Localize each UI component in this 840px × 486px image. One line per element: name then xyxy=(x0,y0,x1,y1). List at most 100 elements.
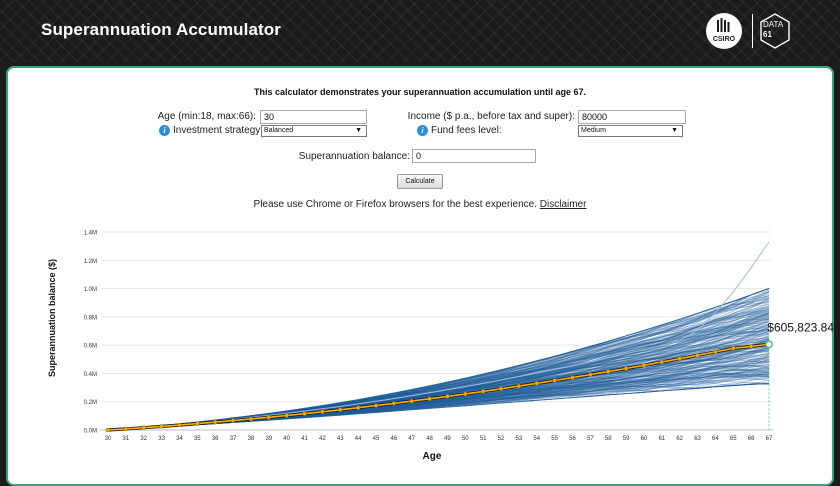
simulation-path xyxy=(107,295,770,431)
fees-label: Fund fees level: xyxy=(431,125,502,136)
x-tick-label: 64 xyxy=(712,436,719,442)
caret-down-icon: ▼ xyxy=(671,127,678,134)
calculator-card xyxy=(6,66,834,486)
y-axis-title: Superannuation balance ($) xyxy=(47,259,57,377)
y-tick-label: 0.0M xyxy=(84,429,97,435)
x-tick-label: 31 xyxy=(123,436,130,442)
simulation-path xyxy=(107,293,770,431)
simulation-path xyxy=(107,294,770,431)
x-tick-label: 38 xyxy=(248,436,255,442)
x-tick-label: 40 xyxy=(283,436,290,442)
x-tick-label: 42 xyxy=(319,436,326,442)
simulation-path xyxy=(107,298,770,431)
simulation-path xyxy=(107,288,770,431)
median-point xyxy=(338,407,343,412)
median-point xyxy=(302,411,307,416)
median-point xyxy=(677,356,682,361)
disclaimer-link[interactable]: Disclaimer xyxy=(539,199,587,210)
x-axis-ticks: 30 31 32 33 34 35 36 37 38 39 40 41 42 43 44 45 46 47 48 49… xyxy=(105,436,773,442)
income-input[interactable]: 80000 xyxy=(578,110,686,124)
simulation-path xyxy=(107,291,770,431)
csiro-logo-text: CSIRO xyxy=(713,36,736,43)
app-header: Superannuation Accumulator CSIRO DATA 61 xyxy=(0,0,840,62)
simulation-path xyxy=(107,307,770,431)
simulation-path xyxy=(107,291,770,431)
median-points xyxy=(105,344,754,433)
simulation-path xyxy=(107,288,770,431)
median-point xyxy=(659,359,665,365)
calculate-button[interactable]: Calculate xyxy=(397,174,443,189)
simulation-path xyxy=(107,288,770,431)
income-label: Income ($ p.a., before tax and super): xyxy=(407,111,575,122)
median-point xyxy=(641,363,647,368)
csiro-logo: CSIRO xyxy=(706,13,742,49)
balance-input[interactable]: 0 xyxy=(412,149,536,163)
age-label: Age (min:18, max:66): xyxy=(157,111,256,122)
x-tick-label: 55 xyxy=(551,436,558,442)
y-tick-label: 0.6M xyxy=(84,344,97,350)
info-icon[interactable]: i xyxy=(159,125,170,136)
x-tick-label: 35 xyxy=(194,436,201,442)
x-tick-label: 43 xyxy=(337,436,344,442)
median-point xyxy=(606,369,611,374)
simulation-path xyxy=(107,288,770,431)
simulation-path xyxy=(107,301,770,431)
simulation-path xyxy=(107,288,770,431)
median-point xyxy=(552,378,557,383)
x-tick-label: 41 xyxy=(301,436,308,442)
y-tick-label: 0.4M xyxy=(84,372,97,378)
strategy-select[interactable]: Balanced ▼ xyxy=(261,125,367,137)
age-input[interactable]: 30 xyxy=(260,110,367,124)
median-point xyxy=(320,409,325,414)
x-tick-label: 45 xyxy=(373,436,380,442)
x-tick-label: 47 xyxy=(408,436,415,442)
simulation-path xyxy=(107,288,770,431)
simulation-path xyxy=(107,295,770,431)
median-point xyxy=(409,398,414,404)
median-point xyxy=(445,394,450,399)
x-tick-label: 50 xyxy=(462,436,469,442)
simulation-path xyxy=(107,305,770,431)
y-tick-label: 0.8M xyxy=(84,315,97,321)
median-line xyxy=(107,343,770,431)
median-point xyxy=(177,422,182,428)
median-point xyxy=(355,405,361,410)
x-tick-label: 57 xyxy=(587,436,594,442)
x-tick-label: 58 xyxy=(605,436,612,442)
median-point xyxy=(212,419,218,425)
simulation-path xyxy=(107,288,770,431)
median-point xyxy=(731,346,736,351)
median-point xyxy=(570,375,575,380)
x-tick-label: 34 xyxy=(176,436,183,442)
y-tick-label: 1.0M xyxy=(84,287,97,293)
simulation-path xyxy=(107,288,770,431)
final-value-label: $605,823.84 xyxy=(767,320,834,334)
simulation-path xyxy=(107,290,770,431)
browser-note: Please use Chrome or Firefox browsers fo… xyxy=(0,199,840,210)
median-point xyxy=(713,349,718,355)
end-marker[interactable] xyxy=(765,340,773,349)
balance-label: Superannuation balance: xyxy=(298,151,410,162)
x-tick-label: 61 xyxy=(658,436,665,442)
x-axis-title: Age xyxy=(423,451,442,462)
x-tick-label: 53 xyxy=(516,436,523,442)
strategy-label: Investment strategy: xyxy=(173,125,264,136)
simulation-path xyxy=(107,289,770,431)
simulation-path xyxy=(107,319,770,431)
simulation-path xyxy=(107,308,770,431)
chart-grid xyxy=(102,231,771,403)
median-point xyxy=(266,415,271,420)
median-point xyxy=(623,366,629,371)
x-tick-label: 32 xyxy=(140,436,147,442)
median-point xyxy=(516,383,522,389)
simulation-path xyxy=(107,291,770,431)
median-point xyxy=(498,386,504,391)
simulation-path xyxy=(107,301,770,431)
x-tick-label: 49 xyxy=(444,436,451,442)
info-icon[interactable]: i xyxy=(417,125,428,136)
median-point xyxy=(230,418,236,423)
x-tick-label: 62 xyxy=(676,436,683,442)
median-point xyxy=(195,421,200,426)
simulation-path xyxy=(107,324,770,431)
fees-select[interactable]: Medium ▼ xyxy=(578,125,683,137)
